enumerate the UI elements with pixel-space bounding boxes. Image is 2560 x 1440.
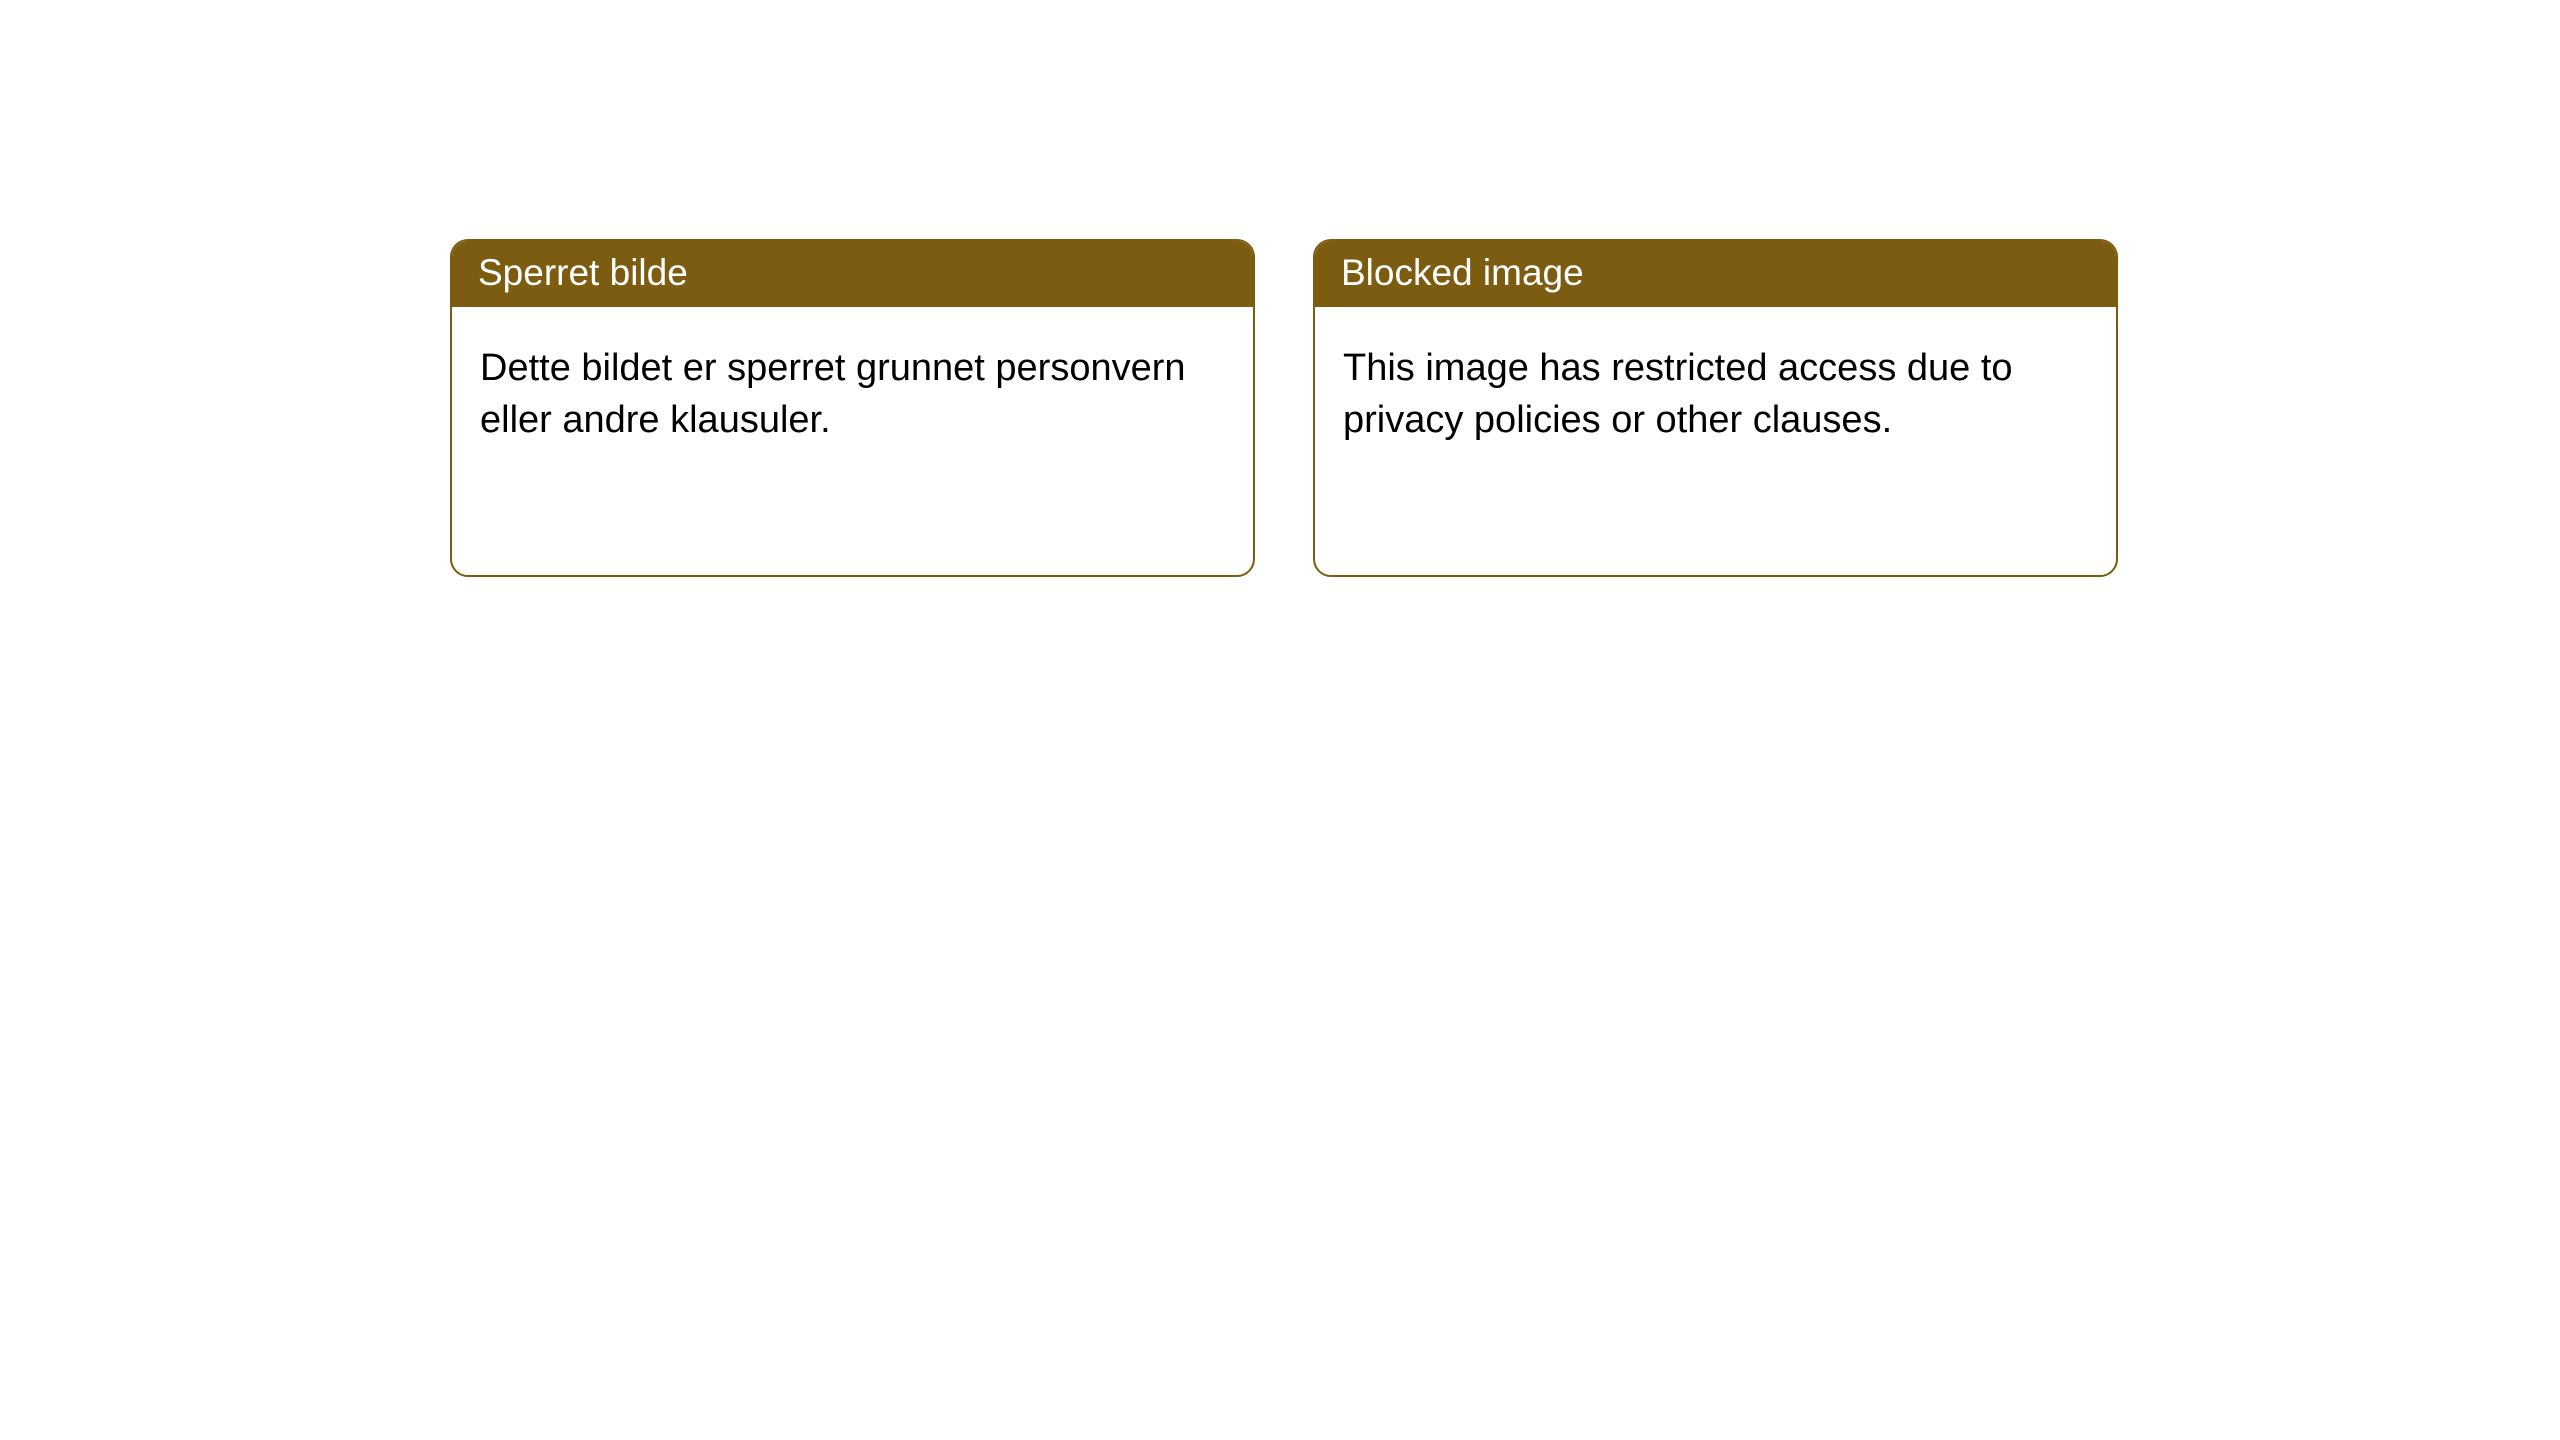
notice-cards-container: Sperret bilde Dette bildet er sperret gr… <box>450 239 2118 577</box>
notice-card-english: Blocked image This image has restricted … <box>1313 239 2118 577</box>
card-header: Sperret bilde <box>452 241 1253 307</box>
card-header: Blocked image <box>1315 241 2116 307</box>
card-body: Dette bildet er sperret grunnet personve… <box>452 307 1253 474</box>
card-body: This image has restricted access due to … <box>1315 307 2116 474</box>
notice-card-norwegian: Sperret bilde Dette bildet er sperret gr… <box>450 239 1255 577</box>
